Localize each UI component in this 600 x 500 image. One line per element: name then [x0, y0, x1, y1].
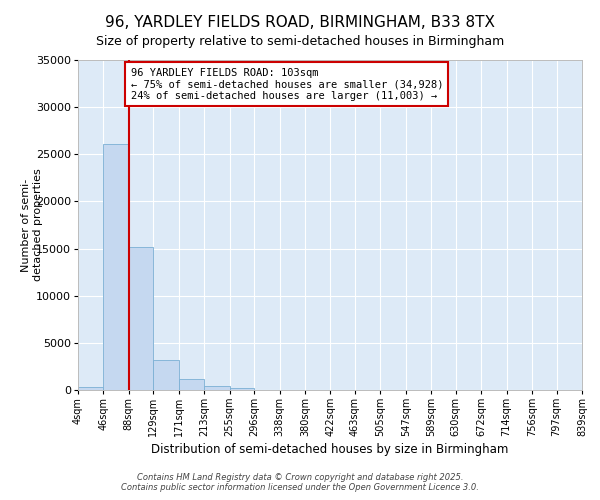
Text: 96, YARDLEY FIELDS ROAD, BIRMINGHAM, B33 8TX: 96, YARDLEY FIELDS ROAD, BIRMINGHAM, B33… [105, 15, 495, 30]
Bar [154, 360, 179, 390]
Bar [103, 144, 129, 390]
Bar [129, 246, 154, 390]
X-axis label: Distribution of semi-detached houses by size in Birmingham: Distribution of semi-detached houses by … [151, 444, 509, 456]
Text: Size of property relative to semi-detached houses in Birmingham: Size of property relative to semi-detach… [96, 35, 504, 48]
Bar [204, 386, 230, 390]
Y-axis label: Number of semi-
detached properties: Number of semi- detached properties [21, 168, 43, 281]
Bar [230, 388, 254, 390]
Bar [78, 387, 103, 390]
Text: Contains HM Land Registry data © Crown copyright and database right 2025.
Contai: Contains HM Land Registry data © Crown c… [121, 473, 479, 492]
Text: 96 YARDLEY FIELDS ROAD: 103sqm
← 75% of semi-detached houses are smaller (34,928: 96 YARDLEY FIELDS ROAD: 103sqm ← 75% of … [131, 68, 443, 100]
Bar [179, 379, 204, 390]
